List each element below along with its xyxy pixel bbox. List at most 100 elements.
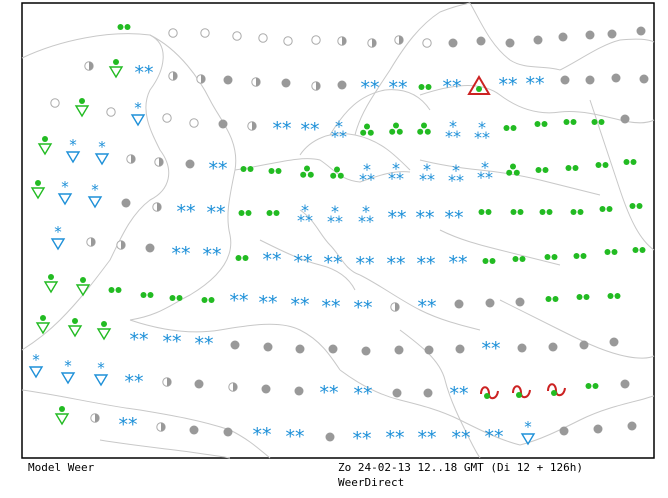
overcast-icon	[392, 388, 402, 398]
snow-icon	[229, 290, 249, 312]
partly-cloudy-icon	[162, 377, 172, 387]
clear-sky-icon	[283, 36, 293, 46]
overcast-icon	[476, 36, 486, 46]
partly-cloudy-icon	[126, 154, 136, 164]
overcast-icon	[194, 379, 204, 389]
overcast-icon	[218, 119, 228, 129]
overcast-icon	[548, 342, 558, 352]
overcast-icon	[636, 26, 646, 36]
snow-icon	[118, 414, 138, 436]
snow-icon	[272, 118, 292, 140]
partly-cloudy-icon	[247, 121, 257, 131]
clear-sky-icon	[422, 38, 432, 48]
snow-icon	[388, 77, 408, 99]
snow-icon	[387, 207, 407, 229]
snow-icon	[124, 371, 144, 393]
overcast-icon	[294, 386, 304, 396]
clear-sky-icon	[258, 33, 268, 43]
forecast-time-label: Zo 24-02-13 12..18 GMT (Di 12 + 126h)	[338, 461, 584, 474]
partly-cloudy-icon	[152, 202, 162, 212]
source-label: WeerDirect	[338, 476, 405, 489]
overcast-icon	[230, 340, 240, 350]
snow-icon	[208, 158, 228, 180]
overcast-icon	[337, 80, 347, 90]
overcast-icon	[505, 38, 515, 48]
snow-icon	[442, 76, 462, 98]
snow-icon	[258, 292, 278, 314]
overcast-icon	[620, 114, 630, 124]
clear-sky-icon	[106, 107, 116, 117]
overcast-icon	[295, 344, 305, 354]
overcast-icon	[454, 299, 464, 309]
overcast-icon	[593, 424, 603, 434]
map-frame	[21, 2, 655, 459]
model-label: Model Weer	[28, 461, 95, 474]
snow-icon	[129, 329, 149, 351]
overcast-icon	[424, 345, 434, 355]
overcast-icon	[121, 198, 131, 208]
snow-icon	[319, 382, 339, 404]
snow-icon	[385, 427, 405, 449]
snow-icon	[386, 253, 406, 275]
snow-icon	[449, 383, 469, 405]
overcast-icon	[558, 32, 568, 42]
snow-icon	[290, 294, 310, 316]
clear-sky-icon	[162, 113, 172, 123]
snow-icon	[202, 244, 222, 266]
overcast-icon	[585, 30, 595, 40]
overcast-icon	[394, 345, 404, 355]
overcast-icon	[455, 344, 465, 354]
overcast-icon	[485, 298, 495, 308]
partly-cloudy-icon	[86, 237, 96, 247]
partly-cloudy-icon	[251, 77, 261, 87]
snow-icon	[352, 428, 372, 450]
partly-cloudy-icon	[337, 36, 347, 46]
snow-icon	[176, 201, 196, 223]
clear-sky-icon	[311, 35, 321, 45]
snow-icon	[285, 426, 305, 448]
overcast-icon	[281, 78, 291, 88]
snow-icon	[448, 252, 468, 274]
snow-icon	[360, 77, 380, 99]
overcast-icon	[639, 74, 649, 84]
overcast-icon	[223, 427, 233, 437]
partly-cloudy-icon	[116, 240, 126, 250]
snow-icon	[451, 427, 471, 449]
partly-cloudy-icon	[84, 61, 94, 71]
snow-icon	[416, 253, 436, 275]
snow-icon	[484, 426, 504, 448]
snow-icon	[353, 383, 373, 405]
snow-icon	[415, 207, 435, 229]
partly-cloudy-icon	[154, 157, 164, 167]
overcast-icon	[609, 337, 619, 347]
overcast-icon	[515, 297, 525, 307]
overcast-icon	[189, 425, 199, 435]
partly-cloudy-icon	[367, 38, 377, 48]
clear-sky-icon	[50, 98, 60, 108]
snow-icon	[171, 243, 191, 265]
clear-sky-icon	[232, 31, 242, 41]
overcast-icon	[533, 35, 543, 45]
snow-icon	[293, 251, 313, 273]
overcast-icon	[517, 343, 527, 353]
clear-sky-icon	[200, 28, 210, 38]
snow-icon	[134, 62, 154, 84]
overcast-icon	[185, 159, 195, 169]
overcast-icon	[361, 346, 371, 356]
clear-sky-icon	[189, 118, 199, 128]
overcast-icon	[585, 75, 595, 85]
overcast-icon	[328, 344, 338, 354]
snow-icon	[262, 249, 282, 271]
partly-cloudy-icon	[311, 81, 321, 91]
overcast-icon	[579, 340, 589, 350]
partly-cloudy-icon	[394, 35, 404, 45]
snow-icon	[321, 296, 341, 318]
partly-cloudy-icon	[390, 302, 400, 312]
snow-icon	[498, 74, 518, 96]
snow-icon	[481, 338, 501, 360]
snow-icon	[525, 73, 545, 95]
overcast-icon	[223, 75, 233, 85]
partly-cloudy-icon	[90, 413, 100, 423]
overcast-icon	[627, 421, 637, 431]
overcast-icon	[448, 38, 458, 48]
